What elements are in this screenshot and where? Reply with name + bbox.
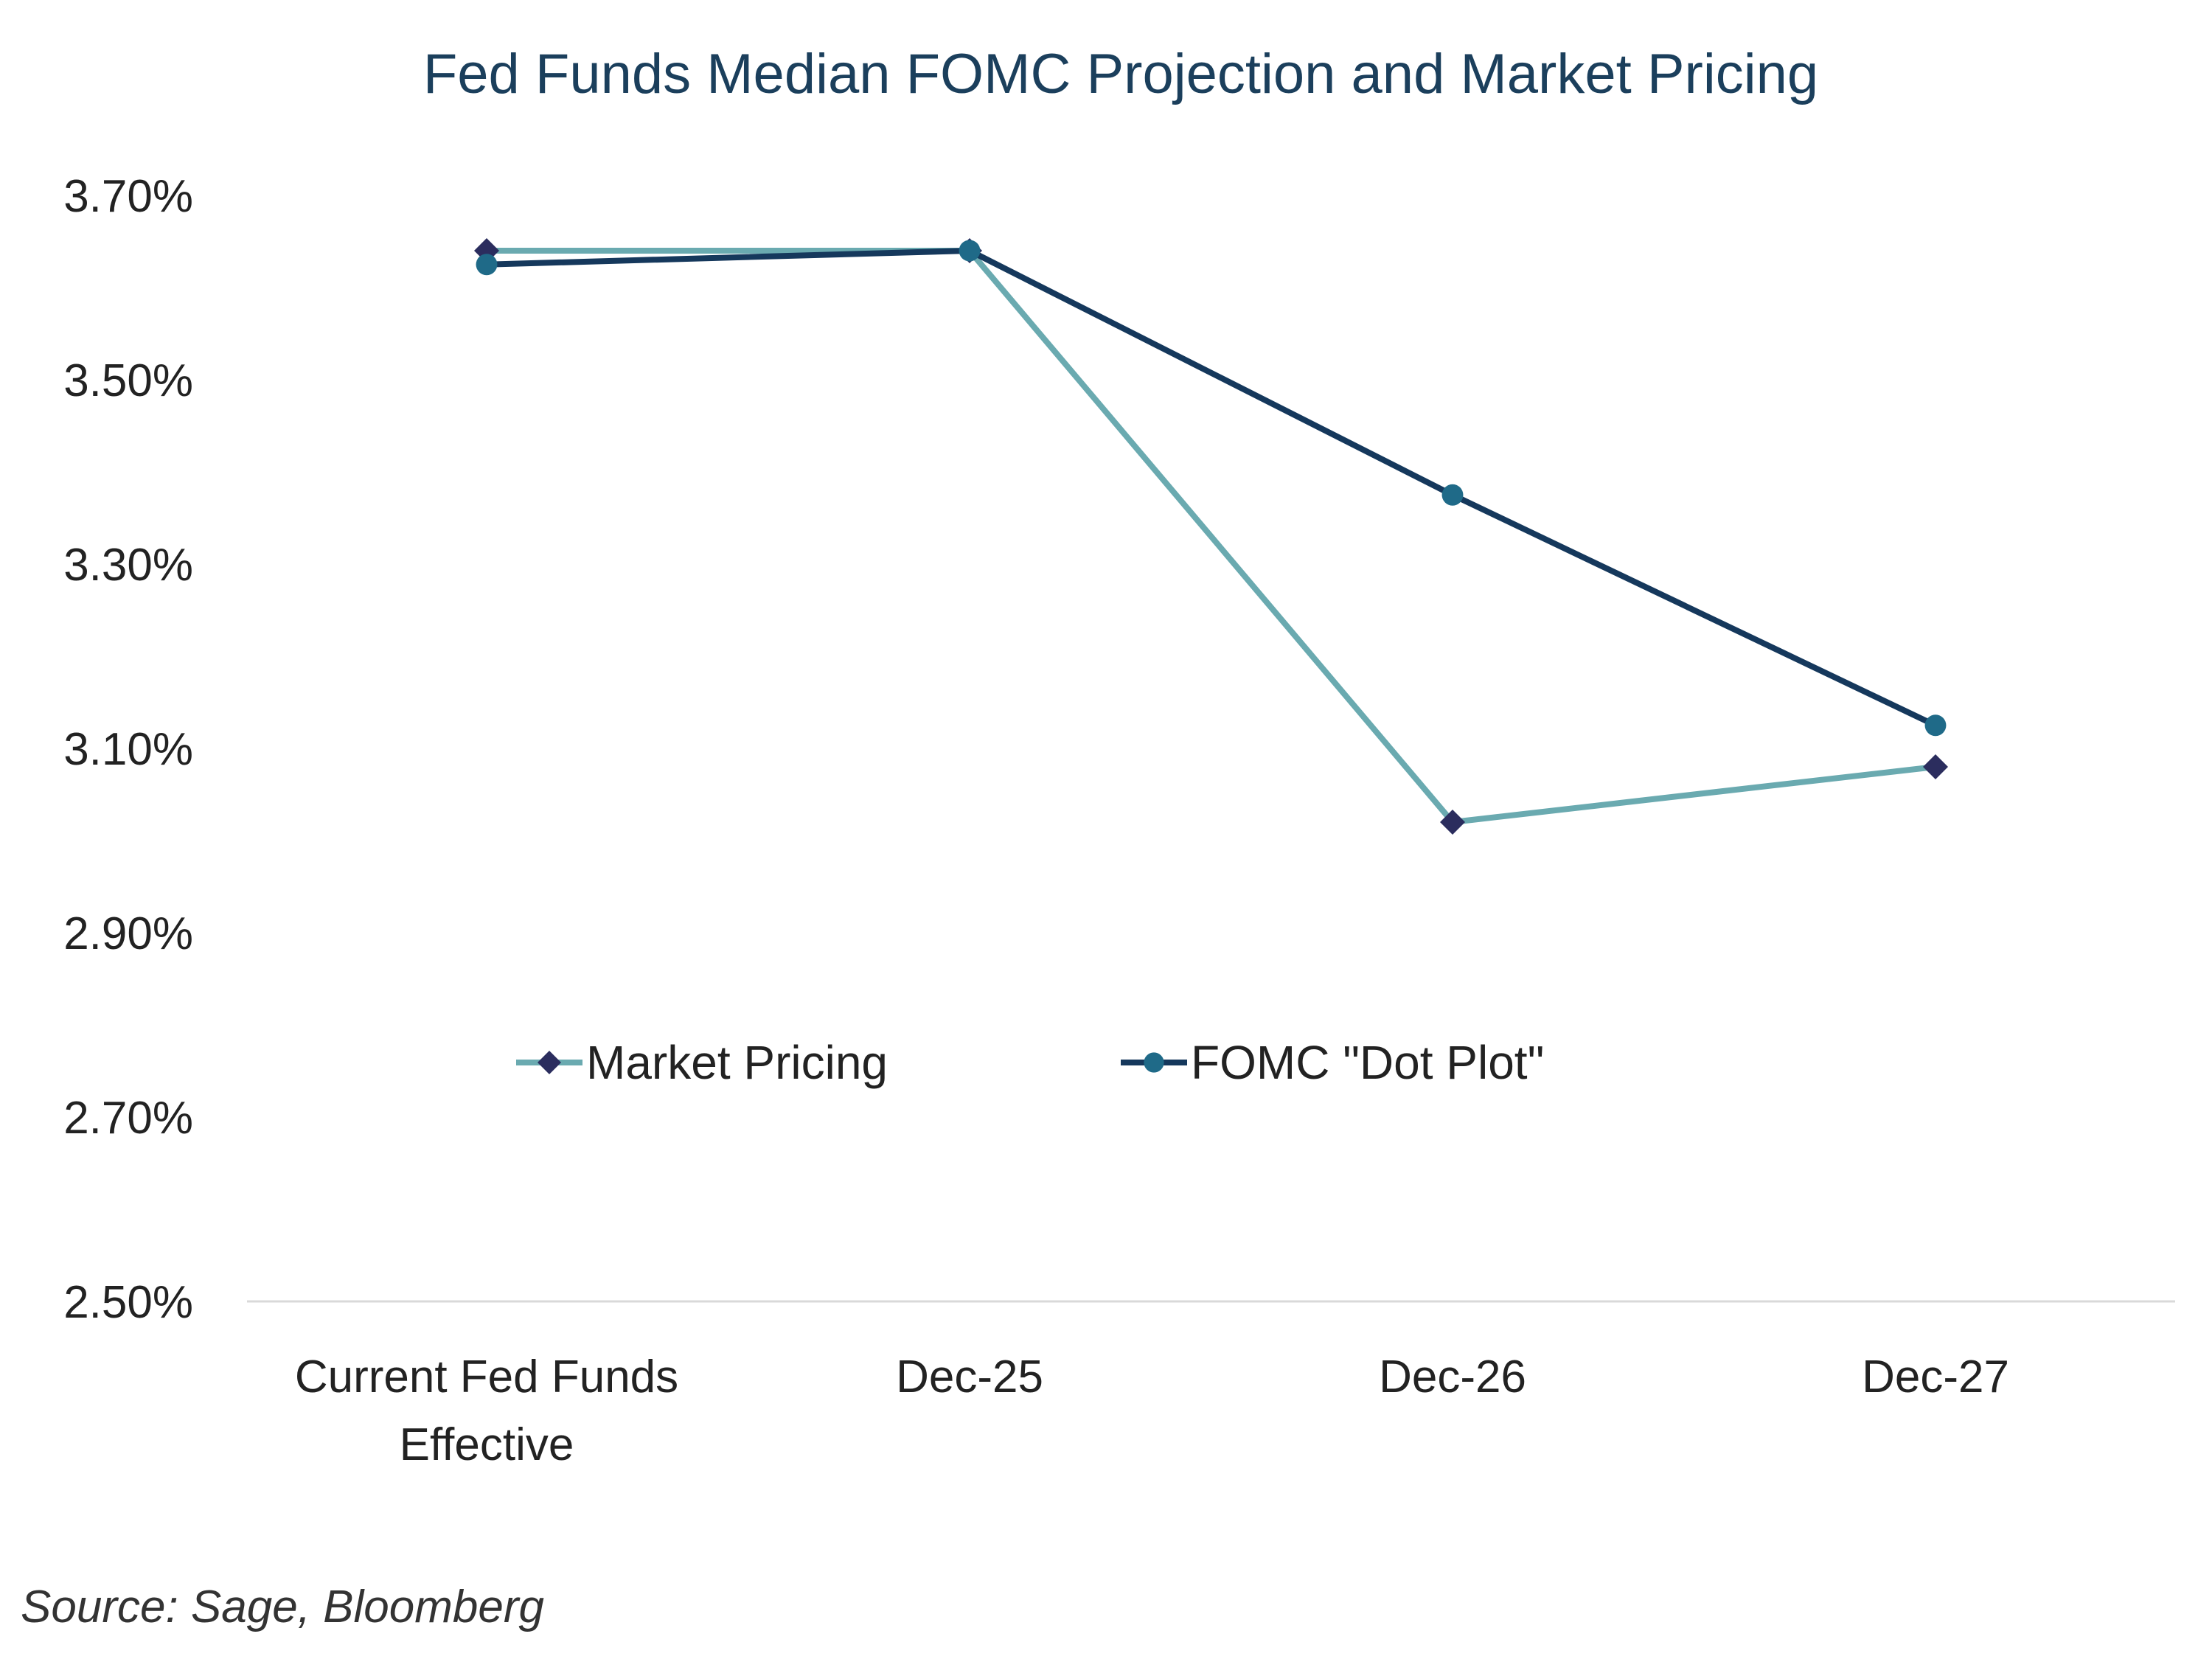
series-market-pricing bbox=[474, 238, 1948, 835]
y-tick-label: 3.10% bbox=[63, 724, 193, 775]
legend-item: FOMC "Dot Plot" bbox=[1121, 1036, 1544, 1089]
x-tick-label: Current Fed Funds Effective bbox=[295, 1352, 678, 1470]
data-point bbox=[476, 254, 498, 276]
y-axis: 2.50% 2.70% 2.90% 3.10% 3.30% 3.50% 3.70% bbox=[63, 171, 193, 1328]
y-tick-label: 3.30% bbox=[63, 540, 193, 591]
data-point bbox=[1440, 810, 1465, 835]
data-point bbox=[1923, 754, 1948, 779]
data-point bbox=[1924, 714, 1947, 737]
y-tick-label: 3.50% bbox=[63, 355, 193, 406]
x-tick-label-line: Current Fed Funds bbox=[295, 1352, 678, 1402]
legend-label: FOMC "Dot Plot" bbox=[1191, 1036, 1544, 1089]
x-tick-label-line: Dec-25 bbox=[896, 1352, 1043, 1402]
legend: Market Pricing FOMC "Dot Plot" bbox=[516, 1036, 1544, 1089]
legend-item: Market Pricing bbox=[516, 1036, 888, 1089]
series-layer bbox=[474, 238, 1948, 835]
x-tick-label-line: Dec-26 bbox=[1379, 1352, 1526, 1402]
data-point bbox=[1144, 1052, 1164, 1073]
x-tick-label: Dec-25 bbox=[896, 1352, 1043, 1402]
data-point bbox=[959, 240, 981, 262]
data-point bbox=[1441, 484, 1464, 506]
y-tick-label: 2.50% bbox=[63, 1277, 193, 1328]
y-tick-label: 3.70% bbox=[63, 171, 193, 222]
y-tick-label: 2.70% bbox=[63, 1093, 193, 1144]
x-tick-label-line: Dec-27 bbox=[1862, 1352, 2009, 1402]
x-tick-label-line: Effective bbox=[400, 1419, 574, 1470]
y-tick-label: 2.90% bbox=[63, 908, 193, 959]
x-tick-label: Dec-26 bbox=[1379, 1352, 1526, 1402]
source-note: Source: Sage, Bloomberg bbox=[21, 1582, 544, 1632]
data-point bbox=[538, 1051, 561, 1074]
legend-label: Market Pricing bbox=[586, 1036, 888, 1089]
series-fomc-dot-plot bbox=[476, 240, 1947, 737]
series-line bbox=[487, 248, 1936, 825]
chart-title: Fed Funds Median FOMC Projection and Mar… bbox=[423, 43, 1818, 105]
series-line bbox=[486, 248, 1937, 728]
x-axis: Current Fed Funds Effective Dec-25 Dec-26 De… bbox=[295, 1352, 2009, 1470]
x-tick-label: Dec-27 bbox=[1862, 1352, 2009, 1402]
